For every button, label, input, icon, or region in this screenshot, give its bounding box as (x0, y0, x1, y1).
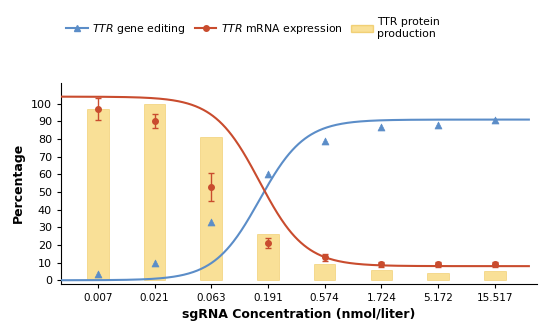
Point (264, 172, 273, 177)
Bar (143, 104, 165, 280)
Point (320, 138, 329, 144)
Bar (371, 270, 392, 280)
Bar (257, 234, 279, 280)
Bar (201, 137, 222, 280)
Point (434, 122, 443, 127)
Point (94, 272, 102, 277)
Point (207, 219, 216, 225)
Point (490, 117, 499, 122)
Bar (87, 109, 109, 280)
Legend: $\it{TTR}$ gene editing, $\it{TTR}$ mRNA expression, TTR protein
production: $\it{TTR}$ gene editing, $\it{TTR}$ mRNA… (66, 17, 440, 39)
X-axis label: sgRNA Concentration (nmol/liter): sgRNA Concentration (nmol/liter) (182, 308, 416, 321)
Y-axis label: Percentage: Percentage (12, 143, 25, 223)
Point (150, 260, 159, 265)
Bar (314, 264, 336, 280)
Bar (484, 272, 506, 280)
Bar (427, 273, 449, 280)
Point (377, 124, 386, 129)
